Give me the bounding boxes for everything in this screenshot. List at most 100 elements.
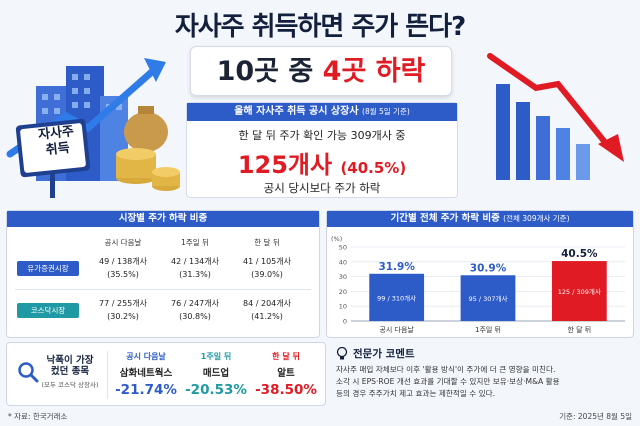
table-cell: 84 / 204개사 (41.2%) [231, 297, 303, 323]
market-table-panel: 시장별 주가 하락 비중 공시 다음날 1주일 뒤 한 달 뒤 유가증권시장 4… [6, 210, 320, 338]
row-divider [15, 289, 311, 290]
summary-line-3: 공시 당시보다 주가 하락 [263, 181, 381, 195]
biggest-drop-title-2: 컸던 종목 [50, 366, 90, 377]
biggest-drop-title: 낙폭이 가장 컸던 종목 (모두 코스닥 상장사) [35, 355, 105, 389]
column-header-next-day: 공시 다음날 [104, 238, 142, 247]
market-table-header: 시장별 주가 하락 비중 [7, 211, 319, 227]
sign-label: 자사주 취득 [24, 123, 89, 161]
x-tick-label: 한 달 뒤 [567, 326, 591, 334]
y-tick-label: 0 [343, 318, 347, 326]
cell-pct: (30.8%) [179, 312, 211, 321]
expert-comment: 전문가 코멘트 자사주 매입 자체보다 이후 '활용 방식'이 주가에 더 큰 … [336, 346, 634, 400]
buildings-illustration [6, 58, 180, 198]
y-axis-unit: (%) [331, 235, 342, 243]
expert-comment-title: 전문가 코멘트 [353, 348, 415, 360]
decor-bar-2 [516, 102, 530, 180]
summary-header-text: 올해 자사주 취득 공시 상장사 [234, 106, 359, 117]
expert-comment-line: 등의 경우 주주가치 제고 효과는 제한적일 수 있다. [336, 389, 496, 398]
stock-name: 삼화네트웍스 [119, 368, 173, 379]
x-tick-label: 공시 다음날 [379, 325, 414, 334]
bar [551, 261, 607, 321]
y-tick-label: 20 [339, 288, 347, 296]
expert-comment-line: 소각 시 EPS·ROE 개선 효과를 기대할 수 있지만 보유·보상·M&A … [336, 377, 560, 386]
biggest-drop-note: (모두 코스닥 상장사) [41, 381, 99, 389]
summary-header-note: (8월 5일 기준) [362, 107, 410, 116]
period-chart-panel: 기간별 전체 주가 하락 비중 (전체 309개사 기준) (%) 0 10 20 30… [326, 210, 634, 338]
stock-rate: -21.74% [115, 382, 177, 398]
expert-comment-body: 자사주 매입 자체보다 이후 '활용 방식'이 주가에 더 큰 영향을 미친다.… [336, 364, 634, 400]
biggest-drop-title-1: 낙폭이 가장 [46, 355, 94, 366]
y-tick-label: 30 [339, 273, 347, 281]
x-tick-label: 1주일 뒤 [475, 325, 501, 334]
table-row: 77 / 255개사 (30.2%) 76 / 247개사 (30.8%) 84 /… [87, 297, 303, 323]
table-cell: 76 / 247개사 (30.8%) [159, 297, 231, 323]
subtitle-banner: 10곳 중 4곳 하락 [190, 46, 452, 96]
summary-big-count: 125개사 [237, 151, 333, 179]
stock-period: 공시 다음날 [126, 352, 166, 361]
stock-item: 한 달 뒤 알트 -38.50% [251, 351, 321, 398]
bar-inner-label: 125 / 309개사 [558, 287, 601, 296]
decor-bar-3 [536, 116, 550, 180]
stock-name: 매드업 [202, 368, 230, 379]
divider [107, 351, 108, 399]
table-row: 49 / 138개사 (35.5%) 42 / 134개사 (31.3%) 41 /… [87, 255, 303, 281]
coin-stack-icon [116, 148, 180, 191]
decor-bar-5 [576, 144, 590, 180]
bar-inner-label: 95 / 307개사 [469, 294, 508, 303]
stock-period: 한 달 뒤 [272, 352, 300, 361]
stock-period: 1주일 뒤 [200, 352, 232, 361]
summary-line-1: 한 달 뒤 주가 확인 가능 309개사 중 [238, 129, 406, 142]
summary-header: 올해 자사주 취득 공시 상장사 (8월 5일 기준) [187, 103, 457, 121]
subtitle-highlight: 4곳 하락 [322, 56, 426, 87]
bar-value-label: 30.9% [470, 262, 507, 274]
y-tick-label: 50 [339, 244, 347, 252]
expert-comment-heading: 전문가 코멘트 [336, 346, 634, 361]
stock-rate: -20.53% [185, 382, 247, 398]
expert-comment-line: 자사주 매입 자체보다 이후 '활용 방식'이 주가에 더 큰 영향을 미친다. [336, 365, 556, 374]
decor-bar-1 [496, 84, 510, 180]
bar-value-label: 40.5% [561, 248, 598, 260]
summary-big-pct: (40.5%) [340, 159, 407, 177]
cell-count: 77 / 255개사 [99, 299, 147, 308]
falling-arrow-head [598, 134, 624, 162]
bar-inner-label: 99 / 310개사 [377, 293, 416, 302]
cell-pct: (35.5%) [107, 270, 139, 279]
stock-name: 알트 [277, 368, 295, 379]
treasury-stock-sign [15, 118, 91, 198]
y-tick-label: 10 [339, 303, 347, 311]
biggest-drop-box: 낙폭이 가장 컸던 종목 (모두 코스닥 상장사) 공시 다음날 삼화네트웍스 … [6, 342, 326, 406]
cell-pct: (30.2%) [107, 312, 139, 321]
lightbulb-icon [336, 346, 348, 359]
cell-count: 49 / 138개사 [99, 257, 147, 266]
money-bag-icon [124, 112, 168, 152]
cell-count: 84 / 204개사 [243, 299, 291, 308]
market-table-columns: 공시 다음날 1주일 뒤 한 달 뒤 [87, 237, 303, 248]
cell-count: 41 / 105개사 [243, 257, 291, 266]
stock-rate: -38.50% [255, 382, 317, 398]
falling-chart-illustration [487, 53, 624, 180]
y-tick-label: 40 [339, 258, 347, 266]
cell-pct: (31.3%) [179, 270, 211, 279]
stock-item: 공시 다음날 삼화네트웍스 -21.74% [111, 351, 181, 398]
date-note: 기준: 2025년 8월 5일 [559, 412, 632, 421]
table-cell: 49 / 138개사 (35.5%) [87, 255, 159, 281]
biggest-drop-list: 공시 다음날 삼화네트웍스 -21.74% 1주일 뒤 매드업 -20.53% … [111, 351, 321, 398]
summary-big-value: 125개사 (40.5%) [187, 145, 457, 180]
market-label-kosdaq: 코스닥시장 [17, 303, 79, 318]
column-header-one-week: 1주일 뒤 [181, 238, 209, 247]
arrow-head [144, 58, 166, 82]
page-title: 자사주 취득하면 주가 뜬다? [174, 12, 466, 42]
cell-pct: (41.2%) [251, 312, 283, 321]
summary-box: 올해 자사주 취득 공시 상장사 (8월 5일 기준) 한 달 뒤 주가 확인 … [186, 102, 458, 198]
column-header-one-month: 한 달 뒤 [254, 238, 280, 247]
cell-count: 76 / 247개사 [171, 299, 219, 308]
stock-item: 1주일 뒤 매드업 -20.53% [181, 351, 251, 398]
magnifier-icon [18, 362, 39, 383]
bar [369, 273, 425, 321]
bar-value-label: 31.9% [378, 261, 415, 273]
cell-pct: (39.0%) [251, 270, 283, 279]
period-chart-header: 기간별 전체 주가 하락 비중 (전체 309개사 기준) [327, 211, 633, 227]
table-cell: 77 / 255개사 (30.2%) [87, 297, 159, 323]
subtitle-prefix: 10곳 중 [216, 56, 323, 87]
